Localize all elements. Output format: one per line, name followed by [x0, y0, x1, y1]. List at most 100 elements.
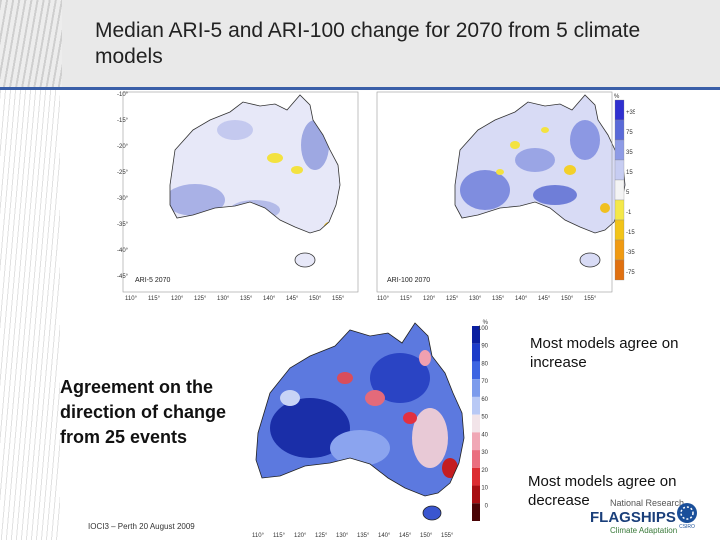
lat-tick: -10°	[117, 92, 129, 98]
agreement-legend-swatch	[472, 396, 480, 415]
lon-tick: 150°	[561, 296, 574, 302]
latitude-ticks: -10° -15° -20° -25° -30° -35° -40° -45°	[117, 92, 129, 280]
agreement-legend-swatch	[472, 503, 480, 521]
lon-tick: 110°	[377, 296, 390, 302]
lon-tick: 125°	[446, 296, 459, 302]
lon-tick: 145°	[399, 533, 412, 539]
left-decoration	[0, 90, 60, 540]
top-legend-swatch	[614, 239, 625, 261]
agreement-legend-swatch	[472, 379, 480, 397]
agreement-legend-label: 80	[481, 361, 488, 367]
agreement-legend-label: 0	[485, 503, 489, 509]
ari100-longitude-ticks: 110° 115° 120° 125° 130° 135° 140° 145° 150° 155°	[377, 296, 597, 302]
ari5-label: ARI-5 2070	[135, 277, 171, 284]
csiro-mark-text: CSIRO	[679, 524, 695, 530]
agreement-annotation: Agreement on the direction of change fro…	[60, 377, 227, 447]
agreement-legend-label: 20	[481, 468, 488, 474]
lon-tick: 135°	[240, 296, 253, 302]
lon-tick: 110°	[252, 533, 265, 539]
lat-tick: -30°	[117, 196, 129, 202]
top-legend-label: +35	[626, 110, 635, 116]
top-legend-label: -1	[626, 210, 632, 216]
lat-tick: -20°	[117, 144, 129, 150]
top-maps-figure: ARI-5 2070 ARI-100 2070 -10° -15° -20° -25°…	[117, 91, 635, 302]
agreement-legend-unit: %	[483, 320, 489, 326]
csiro-logo-icon: CSIRO	[677, 503, 697, 530]
lon-tick: 115°	[273, 533, 286, 539]
agreement-legend-swatch	[472, 467, 480, 486]
ari5-map	[169, 94, 341, 268]
lon-tick: 135°	[357, 533, 370, 539]
lon-tick: 150°	[420, 533, 433, 539]
top-legend-label: 35	[626, 150, 633, 156]
lon-tick: 130°	[217, 296, 230, 302]
top-legend-label: -35	[626, 250, 635, 256]
tasmania	[422, 505, 442, 521]
lon-tick: 120°	[294, 533, 307, 539]
top-legend-swatch	[614, 219, 625, 241]
agreement-legend-label: 10	[481, 486, 488, 492]
lon-tick: 115°	[400, 296, 413, 302]
lon-tick: 145°	[286, 296, 299, 302]
lon-tick: 155°	[441, 533, 454, 539]
lat-tick: -40°	[117, 248, 129, 254]
lon-tick: 120°	[171, 296, 184, 302]
lat-tick: -25°	[117, 170, 129, 176]
increase-annotation: Most models agree on increase	[530, 335, 679, 371]
header-rule	[0, 87, 720, 90]
top-legend-swatch	[614, 119, 625, 141]
lon-tick: 125°	[194, 296, 207, 302]
agreement-legend-swatch	[472, 485, 480, 504]
decrease-annotation: Most models agree on decrease	[528, 473, 677, 509]
lon-tick: 145°	[538, 296, 551, 302]
lat-tick: -15°	[117, 118, 129, 124]
top-legend-swatch	[614, 159, 625, 181]
lat-tick: -35°	[117, 222, 129, 228]
lon-tick: 140°	[515, 296, 528, 302]
agreement-legend-label: 40	[481, 432, 488, 438]
agreement-legend-label: 70	[481, 379, 488, 385]
ari100-label: ARI-100 2070	[387, 277, 430, 284]
agreement-legend-label: 30	[481, 450, 488, 456]
top-legend-label: -75	[626, 270, 635, 276]
ari5-longitude-ticks: 110° 115° 120° 125° 130° 135° 140° 145° 150° 155°	[125, 296, 345, 302]
lon-tick: 130°	[469, 296, 482, 302]
top-legend-swatch	[614, 139, 625, 161]
lon-tick: 115°	[148, 296, 161, 302]
agreement-legend-label: 50	[481, 415, 488, 421]
agreement-legend-swatch	[472, 414, 480, 433]
ari100-map	[454, 94, 626, 268]
lon-tick: 150°	[309, 296, 322, 302]
lon-tick: 130°	[336, 533, 349, 539]
agreement-legend-swatch	[472, 432, 480, 451]
agreement-legend-swatch	[472, 450, 480, 468]
top-legend-swatch	[614, 99, 625, 121]
top-legend-swatch	[614, 259, 625, 281]
agreement-legend-swatch	[472, 343, 480, 362]
agreement-legend-label: 100	[478, 326, 489, 332]
top-legend-swatch	[614, 179, 625, 201]
slide-footer: IOCI3 – Perth 20 August 2009	[88, 522, 195, 531]
lon-tick: 155°	[584, 296, 597, 302]
logo-line3: Climate Adaptation	[610, 526, 678, 535]
top-legend-label: -15	[626, 230, 635, 236]
ari100-pattern	[460, 120, 610, 213]
top-legend-label: 5	[626, 190, 630, 196]
lon-tick: 120°	[423, 296, 436, 302]
agreement-legend-swatch	[472, 361, 480, 380]
logo-line1: National Research	[610, 498, 685, 508]
ari100-frame	[376, 91, 613, 293]
logo-line2: FLAGSHIPS	[590, 509, 676, 526]
top-legend-swatch	[614, 199, 625, 221]
lon-tick: 155°	[332, 296, 345, 302]
agreement-legend-label: 60	[481, 397, 488, 403]
header-decoration	[0, 0, 62, 88]
slide-title: Median ARI-5 and ARI-100 change for 2070…	[95, 19, 641, 68]
agreement-legend-label: 90	[481, 344, 488, 350]
lon-tick: 135°	[492, 296, 505, 302]
agreement-longitude-ticks: 110° 115° 120° 125° 130° 135° 140° 145° 150° 155°	[252, 533, 454, 539]
lon-tick: 140°	[378, 533, 391, 539]
lon-tick: 125°	[315, 533, 328, 539]
lon-tick: 140°	[263, 296, 276, 302]
